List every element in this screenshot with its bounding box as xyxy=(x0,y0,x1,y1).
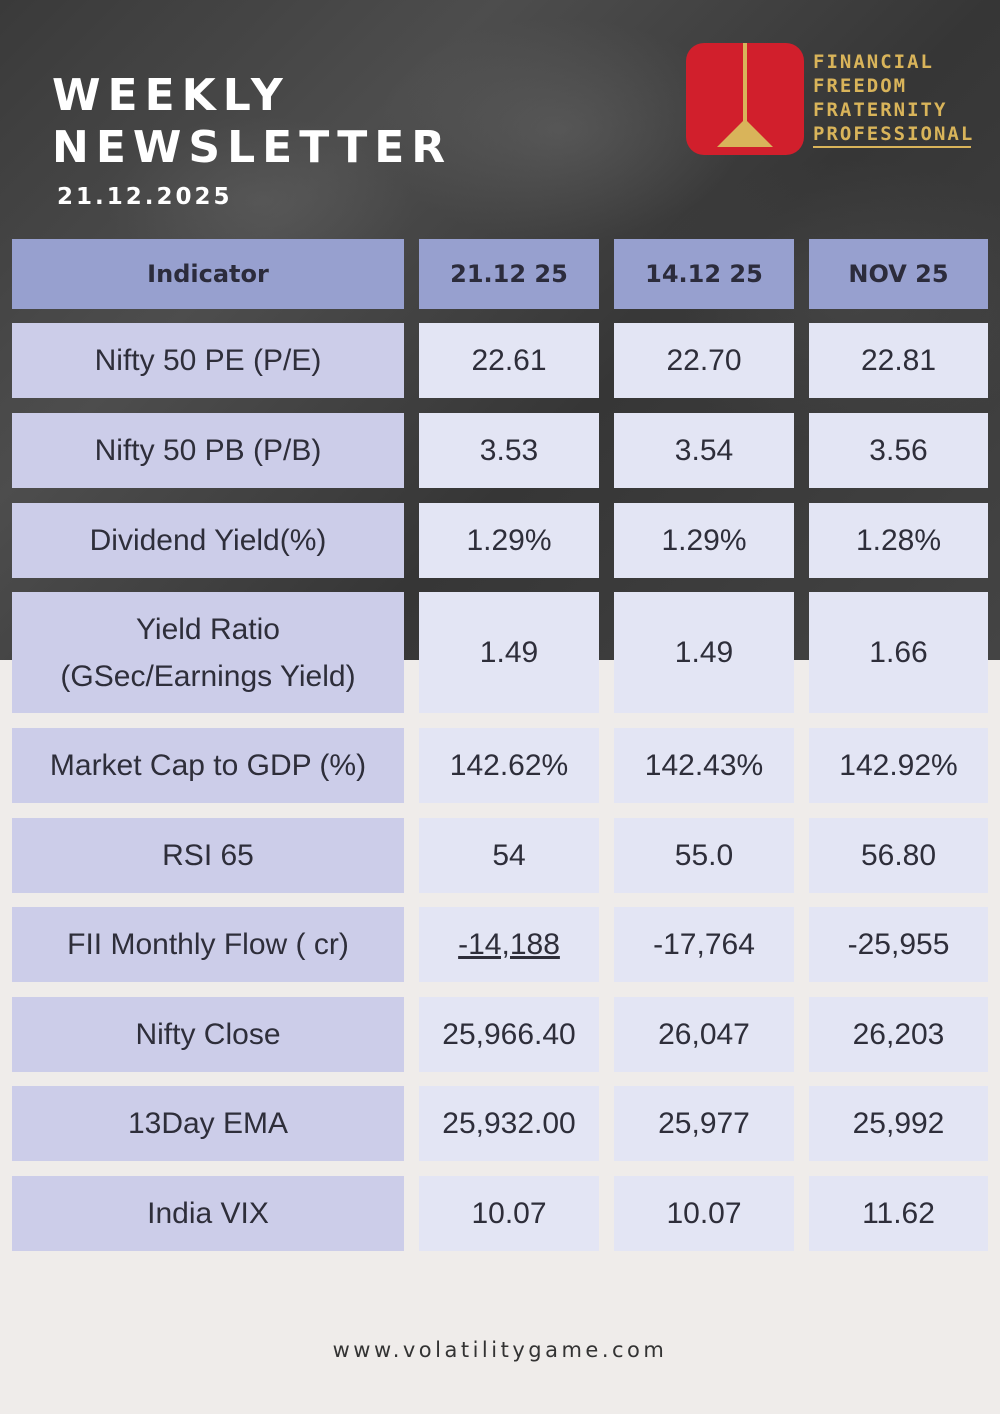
row-label-line-1: Yield Ratio xyxy=(136,612,280,646)
table-cell: 3.54 xyxy=(614,413,794,488)
table-header-col-3: NOV 25 xyxy=(809,239,988,309)
website-link[interactable]: www.volatilitygame.com xyxy=(332,1338,668,1362)
table-cell: -25,955 xyxy=(809,907,988,982)
newsletter-date: 21.12.2025 xyxy=(57,184,233,210)
table-cell: 1.49 xyxy=(419,592,599,713)
table-cell: 3.56 xyxy=(809,413,988,488)
table-row-label: RSI 65 xyxy=(12,818,404,893)
brand-line-4: PROFESSIONAL xyxy=(813,123,975,145)
table-row-label: Dividend Yield(%) xyxy=(12,503,404,578)
brand-underline xyxy=(813,146,971,148)
row-label-line-2: (GSec/Earnings Yield) xyxy=(60,659,356,693)
table-cell: 25,932.00 xyxy=(419,1086,599,1161)
table-cell: 1.28% xyxy=(809,503,988,578)
table-cell: 10.07 xyxy=(419,1176,599,1251)
table-cell: -14,188 xyxy=(419,907,599,982)
table-row-label: Nifty 50 PB (P/B) xyxy=(12,413,404,488)
title-line-2: NEWSLETTER xyxy=(52,122,453,173)
table-cell: 1.29% xyxy=(419,503,599,578)
table-cell: 22.81 xyxy=(809,323,988,398)
table-cell: 25,992 xyxy=(809,1086,988,1161)
table-cell: 56.80 xyxy=(809,818,988,893)
table-header-indicator: Indicator xyxy=(12,239,404,309)
table-cell: 3.53 xyxy=(419,413,599,488)
brand-name: FINANCIAL FREEDOM FRATERNITY PROFESSIONA… xyxy=(813,50,974,146)
table-cell: 1.66 xyxy=(809,592,988,713)
table-row-label: FII Monthly Flow ( cr) xyxy=(12,907,404,982)
table-cell: 1.29% xyxy=(614,503,794,578)
table-cell: 142.92% xyxy=(809,728,988,803)
fii-flow-current-value: -14,188 xyxy=(458,927,560,961)
table-cell: 142.62% xyxy=(419,728,599,803)
table-row-label: Yield Ratio (GSec/Earnings Yield) xyxy=(12,592,404,713)
brand-line-3: FRATERNITY xyxy=(813,99,948,121)
table-header-col-1: 21.12 25 xyxy=(419,239,599,309)
table-row-label: 13Day EMA xyxy=(12,1086,404,1161)
table-header-col-2: 14.12 25 xyxy=(614,239,794,309)
table-cell: 55.0 xyxy=(614,818,794,893)
brand-logo xyxy=(686,43,804,155)
table-cell: -17,764 xyxy=(614,907,794,982)
table-cell: 11.62 xyxy=(809,1176,988,1251)
table-cell: 10.07 xyxy=(614,1176,794,1251)
table-row-label: Nifty 50 PE (P/E) xyxy=(12,323,404,398)
brand-line-1: FINANCIAL xyxy=(813,51,934,73)
table-cell: 26,047 xyxy=(614,997,794,1072)
logo-emblem-icon xyxy=(717,43,773,147)
table-row-label: Market Cap to GDP (%) xyxy=(12,728,404,803)
table-cell: 22.70 xyxy=(614,323,794,398)
table-row-label: Nifty Close xyxy=(12,997,404,1072)
table-cell: 22.61 xyxy=(419,323,599,398)
table-cell: 25,966.40 xyxy=(419,997,599,1072)
table-cell: 26,203 xyxy=(809,997,988,1072)
table-cell: 54 xyxy=(419,818,599,893)
title-line-1: WEEKLY xyxy=(52,70,290,121)
table-row-label: India VIX xyxy=(12,1176,404,1251)
brand-line-2: FREEDOM xyxy=(813,75,908,97)
table-cell: 1.49 xyxy=(614,592,794,713)
table-cell: 25,977 xyxy=(614,1086,794,1161)
newsletter-title: WEEKLY NEWSLETTER xyxy=(52,70,452,174)
table-cell: 142.43% xyxy=(614,728,794,803)
